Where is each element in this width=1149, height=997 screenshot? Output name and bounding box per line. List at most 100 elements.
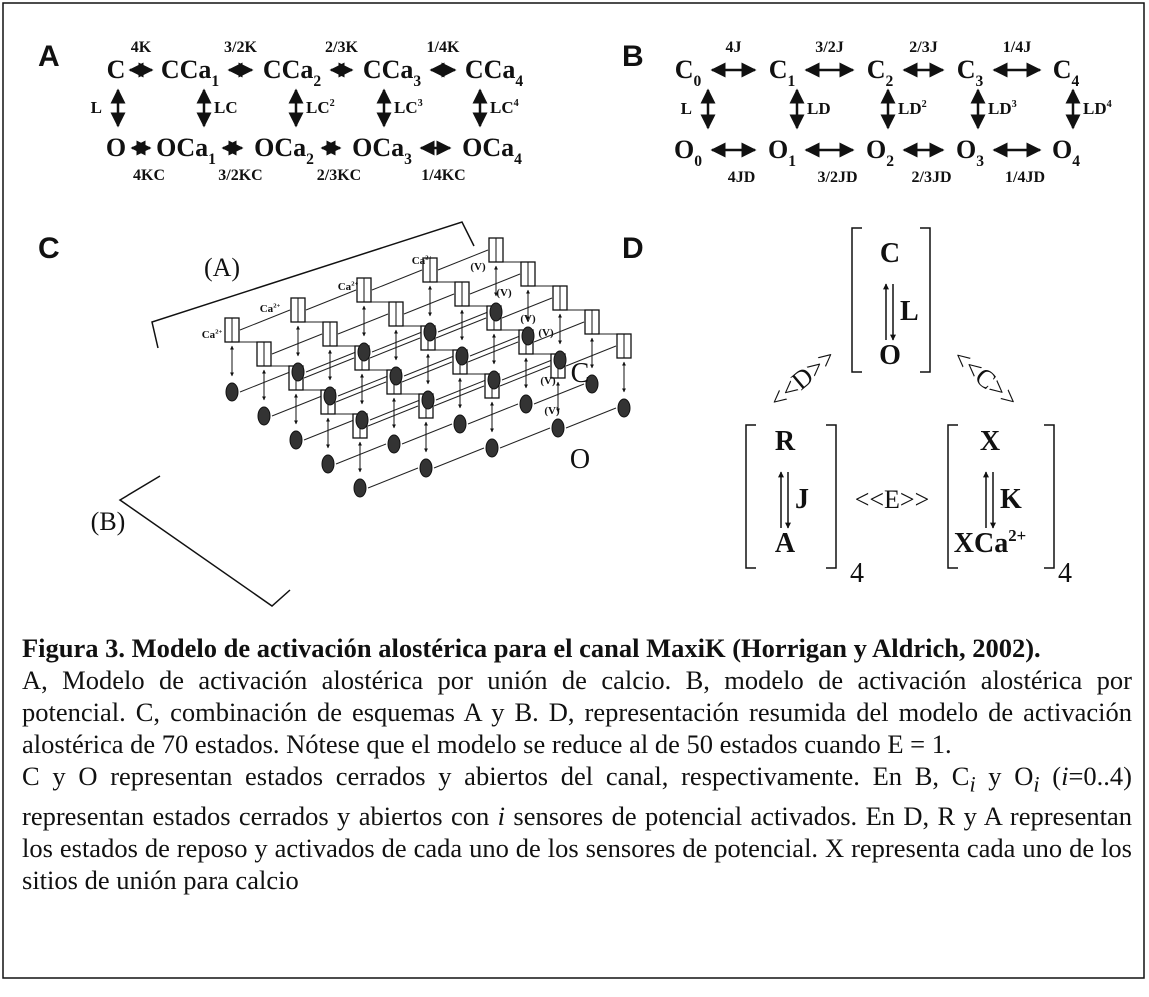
- lattice-edge: [468, 404, 518, 424]
- rate-label: 4K: [131, 39, 152, 56]
- lattice-edge: [436, 380, 486, 400]
- figure-caption: Figura 3. Modelo de activación alostéric…: [22, 632, 1132, 896]
- open-state-icon: [486, 439, 498, 457]
- open-state-icon: [490, 303, 502, 321]
- subscript: 4: [1071, 73, 1079, 90]
- state-label: X: [980, 426, 1000, 457]
- label-text: O: [866, 135, 886, 164]
- lattice-edge: [470, 336, 520, 356]
- rate-label: J: [795, 484, 809, 515]
- rate-label: 2/3KC: [317, 167, 361, 184]
- rate-label: L: [681, 99, 692, 118]
- closed-state: C4: [1053, 55, 1080, 90]
- open-state-icon: [552, 419, 564, 437]
- rate-label: LC4: [490, 98, 519, 117]
- lattice-edge: [404, 294, 454, 314]
- label-text: OCa: [156, 133, 208, 162]
- superscript: 4: [1107, 99, 1112, 110]
- rate-label: 2/3J: [909, 39, 937, 56]
- open-state-icon: [258, 407, 270, 425]
- count-label: 4: [850, 558, 864, 589]
- subscript: 1: [211, 73, 219, 90]
- superscript: 2+: [215, 329, 222, 336]
- lattice-edge: [500, 428, 550, 448]
- closed-state: CCa3: [363, 55, 422, 90]
- closed-state: CCa1: [161, 55, 219, 90]
- lattice-edge: [470, 274, 520, 294]
- superscript: 2+: [1008, 526, 1026, 545]
- voltage-label: (V): [520, 313, 536, 325]
- rate-label: 1/4KC: [421, 167, 465, 184]
- panel-label: A: [38, 40, 60, 73]
- rate-label: 2/3K: [325, 39, 358, 56]
- open-state: OCa3: [352, 133, 412, 168]
- label-text: O: [768, 135, 788, 164]
- voltage-label: (V): [540, 375, 556, 387]
- rate-label: 1/4J: [1003, 39, 1031, 56]
- subscript: 4: [514, 151, 522, 168]
- open-state-icon: [322, 455, 334, 473]
- lattice-edge: [438, 312, 488, 332]
- subscript: 2: [306, 151, 314, 168]
- subscript: 3: [413, 73, 421, 90]
- state-label: R: [775, 426, 796, 457]
- label-text: LC: [490, 98, 514, 117]
- open-state-icon: [422, 391, 434, 409]
- superscript: 2+: [425, 255, 432, 262]
- lattice-edge: [434, 386, 484, 406]
- closed-state: C2: [867, 55, 894, 90]
- superscript: 2+: [273, 303, 280, 310]
- caption-text: (: [1040, 761, 1062, 791]
- rate-label: LD3: [988, 99, 1017, 118]
- open-state-icon: [522, 327, 534, 345]
- subscript: 2: [886, 153, 894, 170]
- open-state: O1: [768, 135, 796, 170]
- label-text: XCa: [954, 528, 1008, 559]
- lattice-edge: [434, 448, 484, 468]
- label-text: C: [769, 55, 788, 84]
- label-text: CCa: [263, 55, 314, 84]
- label-text: OCa: [352, 133, 404, 162]
- label-text: OCa: [254, 133, 306, 162]
- rate-label: L: [91, 98, 102, 117]
- open-state: O: [106, 133, 126, 162]
- subscript: 1: [208, 151, 216, 168]
- label-text: O: [1052, 135, 1072, 164]
- open-state: OCa1: [156, 133, 216, 168]
- voltage-label: (V): [544, 405, 560, 417]
- closed-state: CCa4: [465, 55, 524, 90]
- label-text: LC: [306, 98, 330, 117]
- lattice-edge: [338, 314, 388, 334]
- rate-label: K: [1000, 484, 1022, 515]
- open-state: OCa2: [254, 133, 314, 168]
- count-label: 4: [1058, 558, 1072, 589]
- lattice-edge: [402, 362, 452, 382]
- open-state-icon: [390, 367, 402, 385]
- open-state-icon: [618, 399, 630, 417]
- open-state-icon: [356, 411, 368, 429]
- label-text: LC: [214, 98, 238, 117]
- superscript: 3: [418, 98, 423, 109]
- closed-state: C3: [957, 55, 984, 90]
- label-text: CCa: [465, 55, 516, 84]
- lattice-edge: [402, 424, 452, 444]
- lattice-edge: [272, 396, 322, 416]
- caption-text: C y O representan estados cerrados y abi…: [22, 761, 969, 791]
- label-text: OCa: [462, 133, 514, 162]
- lattice-edge: [404, 356, 454, 376]
- lattice-edge: [372, 270, 422, 290]
- bracket: [852, 228, 862, 372]
- lattice-edge: [336, 444, 386, 464]
- calcium-label: Ca2+: [260, 303, 281, 315]
- open-state-icon: [456, 347, 468, 365]
- superscript: 2: [330, 98, 335, 109]
- lattice-edge: [566, 408, 616, 428]
- subscript: 1: [788, 153, 796, 170]
- open-state-icon: [388, 435, 400, 453]
- lattice-edge: [370, 338, 420, 358]
- panel-label: D: [622, 232, 644, 265]
- bracket: [120, 476, 290, 606]
- rate-label: LC3: [394, 98, 423, 117]
- bracket-label: (A): [204, 253, 240, 282]
- state-label: XCa2+: [954, 526, 1026, 559]
